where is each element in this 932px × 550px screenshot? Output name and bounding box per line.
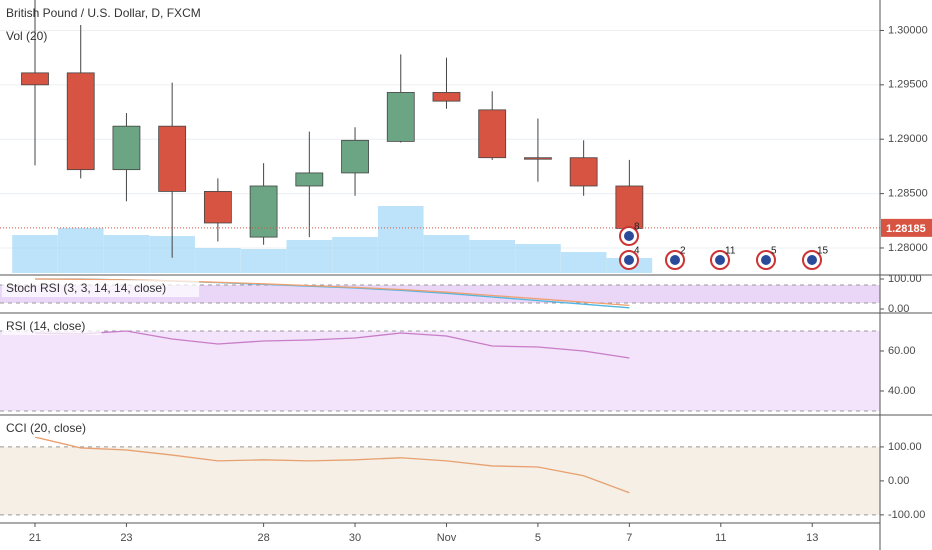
y-tick-label: 1.30000 [888,24,928,36]
volume-bar [103,235,150,273]
x-tick-label: 23 [120,532,132,544]
chart-title: British Pound / U.S. Dollar, D, FXCM [6,6,201,20]
event-count: 2 [680,246,686,257]
candle-body [524,157,552,160]
y-tick-label: 1.29500 [888,79,928,91]
pane-title: CCI (20, close) [6,421,86,435]
candle-body [21,72,49,86]
event-flag-inner [715,255,725,265]
event-flag-inner [670,255,680,265]
volume-title: Vol (20) [6,29,47,43]
candle-body [295,172,324,187]
volume-bar [377,206,424,273]
y-tick-label: 1.29000 [888,133,928,145]
last-price-box [881,218,932,237]
band-fill [0,331,880,411]
candle-body [66,72,95,171]
band-fill [0,285,880,303]
last-price-label: 1.28185 [886,223,926,235]
x-tick-label: 5 [535,532,541,544]
volume-bar [240,249,287,273]
y-tick-label: -100.00 [888,509,925,521]
y-tick-label: 60.00 [888,345,916,357]
volume-bar [57,228,104,273]
x-tick-label: 11 [715,532,726,544]
candle-body [432,92,461,102]
y-tick-label: 100.00 [888,441,922,453]
candle-body [341,139,369,174]
candle-body [112,125,141,171]
x-tick-label: 21 [29,532,41,544]
event-count: 15 [817,246,829,257]
y-tick-label: 1.28000 [888,242,928,254]
pane-title: RSI (14, close) [6,319,85,333]
x-tick-label: 13 [806,532,818,544]
event-flag-inner [761,255,771,265]
candle-body [203,191,232,224]
x-tick-label: Nov [437,532,457,544]
event-count: 11 [725,246,736,257]
y-tick-label: 40.00 [888,385,916,397]
candle-body [569,157,598,187]
y-tick-label: 0.00 [888,475,909,487]
y-tick-label: 1.28500 [888,188,928,200]
volume-bar [332,237,378,273]
x-tick-label: 30 [349,532,361,544]
event-count: 4 [634,246,640,257]
band-fill [0,446,880,515]
indicator-line [34,436,630,494]
volume-bar [423,235,470,273]
pane-title-bg [2,318,102,335]
volume-bar [515,244,561,273]
pane-title-bg [2,280,200,297]
x-tick-label: 7 [626,532,632,544]
volume-bar [12,235,58,273]
candle-body [478,109,507,159]
candle-body [386,92,415,142]
event-count: 8 [634,222,640,233]
event-count: 5 [771,246,777,257]
x-tick-label: 28 [257,532,269,544]
event-flag-inner [807,255,817,265]
indicator-line [34,330,630,359]
volume-bar [286,240,333,273]
pane-title-bg [2,420,102,437]
pane-title: Stoch RSI (3, 3, 14, 14, close) [6,281,166,295]
candle-body [249,185,278,238]
volume-bar [195,248,241,273]
volume-bar [469,240,515,273]
event-flag-inner [624,231,634,241]
y-tick-label: 100.00 [888,273,922,285]
y-tick-label: 0.00 [888,303,909,315]
candle-body [158,125,187,192]
candle-body [615,185,644,229]
volume-bar [560,252,607,273]
event-flag-inner [624,255,634,265]
